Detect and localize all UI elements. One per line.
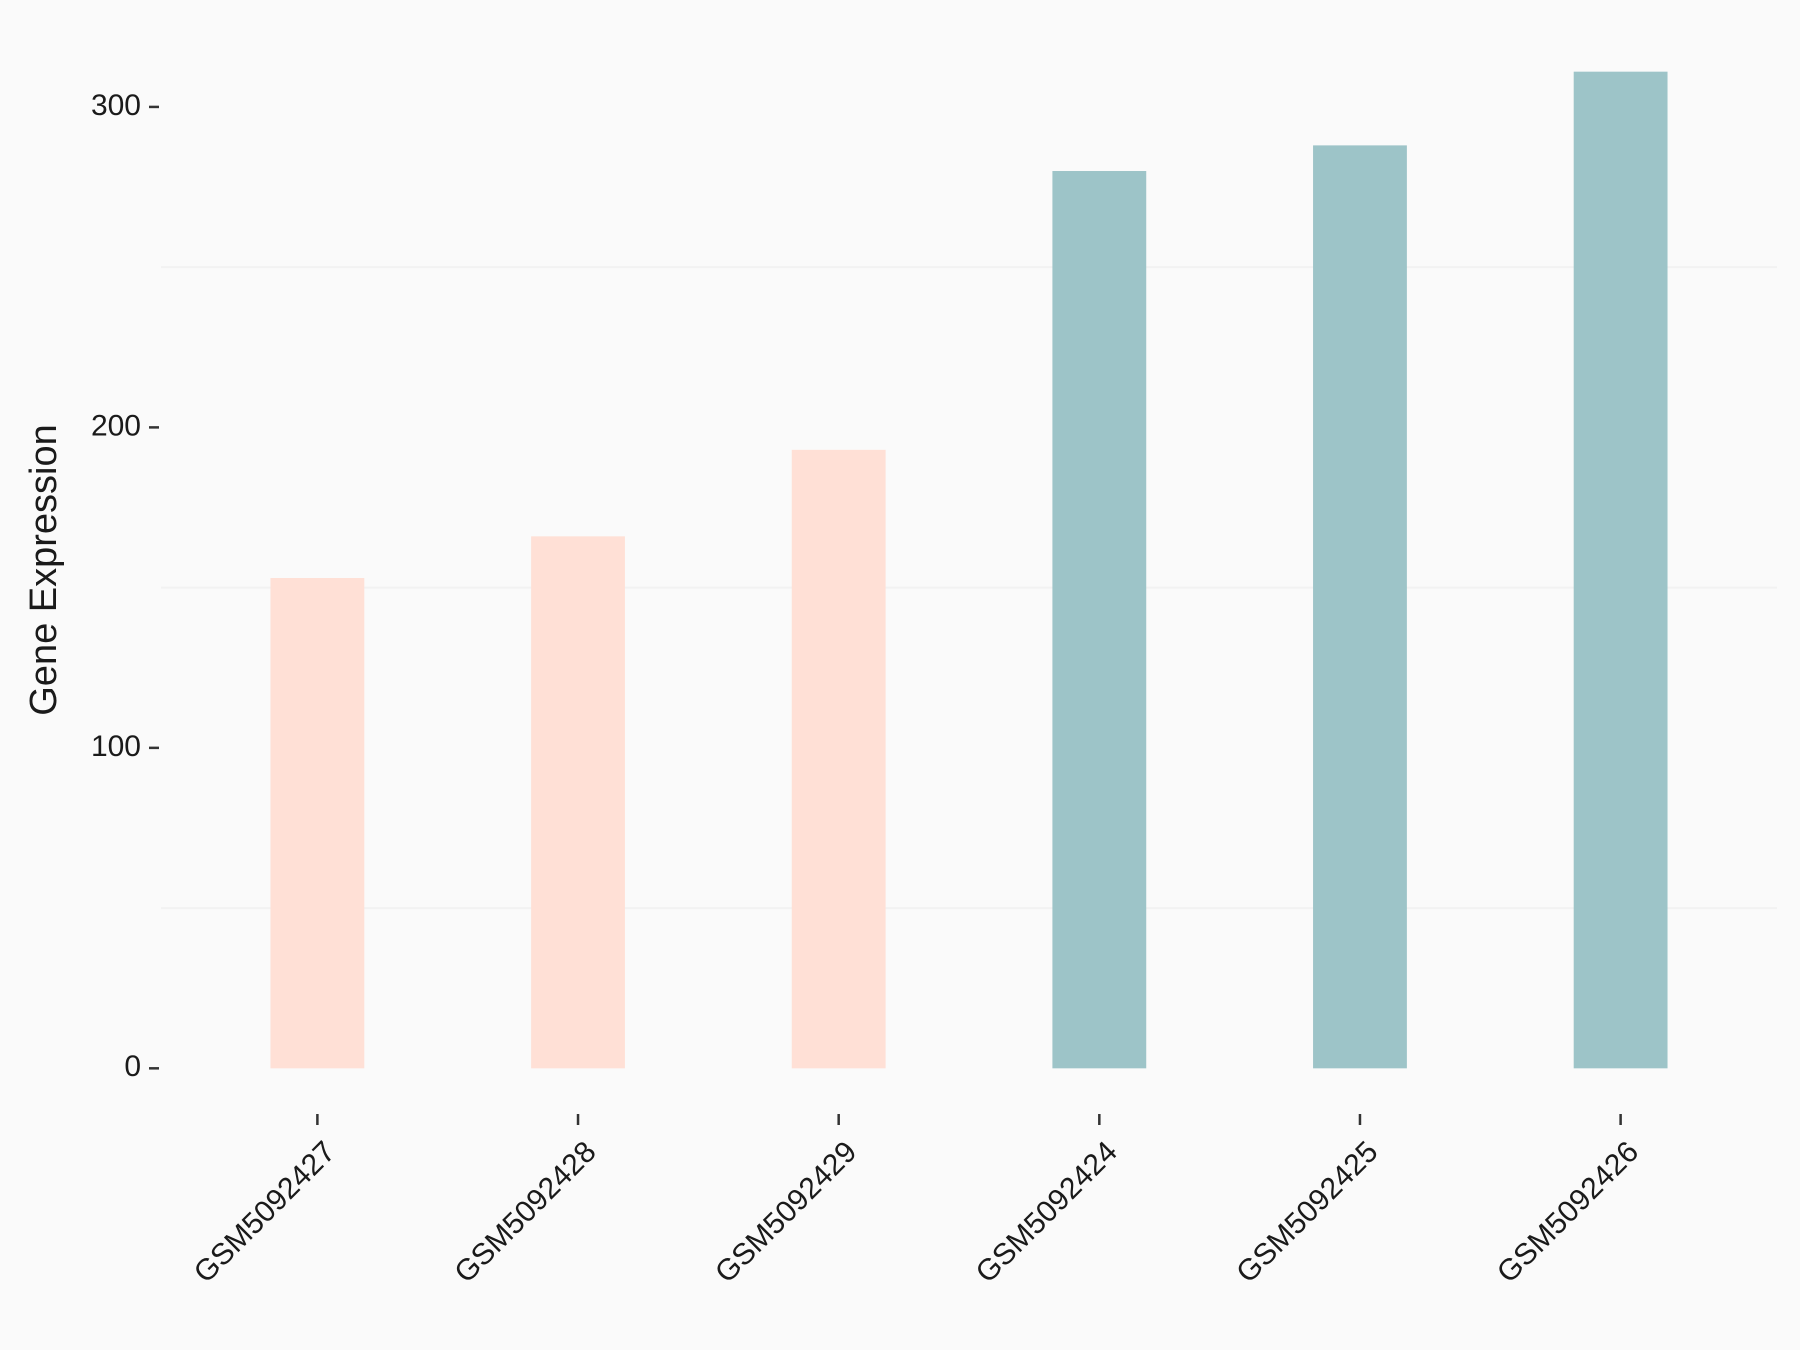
y-tick-label: 200 bbox=[91, 409, 141, 442]
bar bbox=[791, 449, 886, 1069]
bar bbox=[1052, 171, 1147, 1069]
y-tick-label: 300 bbox=[91, 89, 141, 122]
bar bbox=[1313, 145, 1407, 1069]
y-tick-label: 100 bbox=[91, 730, 141, 763]
y-tick-label: 0 bbox=[124, 1050, 141, 1083]
bar bbox=[1573, 71, 1668, 1069]
bar bbox=[531, 536, 625, 1069]
y-axis-title: Gene Expression bbox=[23, 424, 65, 716]
bar bbox=[270, 578, 365, 1069]
